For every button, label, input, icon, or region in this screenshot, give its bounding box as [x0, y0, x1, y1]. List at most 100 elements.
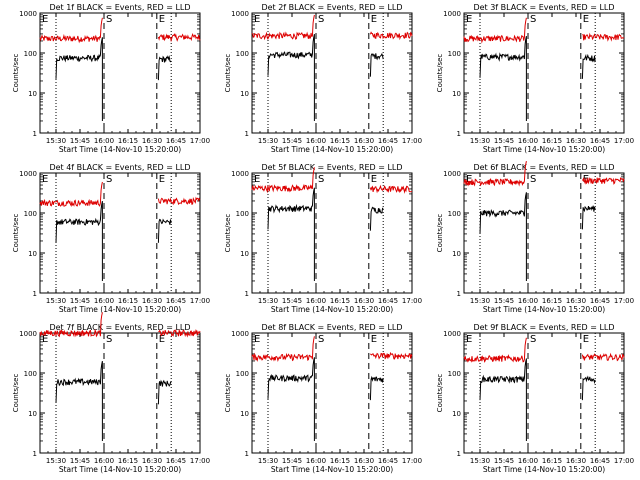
events-series-segment	[369, 206, 384, 231]
x-tick-label: 16:00	[306, 457, 326, 465]
y-tick-label: 10	[240, 410, 249, 418]
x-tick-label: 15:30	[46, 457, 66, 465]
events-series-segment	[581, 53, 596, 79]
marker-label: S	[318, 174, 324, 185]
lld-series-segment	[369, 31, 413, 41]
marker-label: E	[466, 14, 472, 25]
marker-label: E	[42, 14, 48, 25]
lld-series-segment	[581, 352, 625, 362]
y-axis-label: Counts/sec	[436, 374, 444, 413]
y-tick-label: 10	[452, 90, 461, 98]
x-tick-label: 16:00	[306, 137, 326, 145]
y-tick-label: 100	[24, 370, 37, 378]
y-tick-label: 10	[452, 250, 461, 258]
plot-frame	[463, 172, 625, 294]
plot-title: Det 2f BLACK = Events, RED = LLD	[261, 3, 402, 12]
lld-series-segment	[369, 184, 413, 194]
events-series-segment	[479, 192, 527, 281]
x-tick-label: 16:00	[94, 297, 114, 305]
y-tick-label: 1000	[231, 10, 249, 18]
y-tick-label: 1	[457, 130, 461, 138]
x-tick-label: 15:45	[282, 297, 302, 305]
plot-frame	[39, 332, 201, 454]
plot-frame	[463, 12, 625, 134]
detector-plot-9: Det 9f BLACK = Events, RED = LLD 1 10 100 10…	[436, 323, 634, 474]
marker-label: E	[466, 174, 472, 185]
x-tick-label: 16:30	[354, 457, 374, 465]
events-series-segment	[55, 361, 103, 441]
x-tick-label: 16:45	[590, 137, 610, 145]
x-tick-label: 16:45	[378, 457, 398, 465]
x-tick-label: 16:30	[142, 137, 162, 145]
x-tick-label: 15:30	[470, 137, 490, 145]
x-tick-label: 15:45	[70, 297, 90, 305]
x-tick-label: 15:45	[494, 297, 514, 305]
lld-series-segment	[251, 167, 315, 194]
y-tick-label: 1	[457, 450, 461, 458]
x-tick-label: 15:45	[282, 137, 302, 145]
x-tick-label: 16:30	[354, 137, 374, 145]
x-tick-label: 15:30	[258, 457, 278, 465]
y-tick-label: 100	[236, 50, 249, 58]
x-tick-label: 16:00	[518, 457, 538, 465]
detector-plot-7: Det 7f BLACK = Events, RED = LLD 1 10 100 10…	[12, 312, 210, 474]
x-tick-label: 15:30	[258, 297, 278, 305]
plot-title: Det 6f BLACK = Events, RED = LLD	[473, 163, 614, 172]
lld-series-segment	[581, 177, 625, 185]
x-axis-label: Start Time (14-Nov-10 15:20:00)	[483, 305, 605, 314]
y-tick-label: 1000	[19, 170, 37, 178]
x-tick-label: 15:30	[46, 297, 66, 305]
events-series-segment	[479, 36, 527, 121]
detector-plot-8: Det 8f BLACK = Events, RED = LLD 1 10 100 10…	[224, 323, 422, 474]
x-tick-label: 15:30	[470, 297, 490, 305]
plot-frame	[39, 12, 201, 134]
lld-series-segment	[39, 181, 103, 208]
marker-label: S	[530, 14, 536, 25]
x-tick-label: 16:30	[142, 457, 162, 465]
plot-frame	[251, 332, 413, 454]
lld-series-segment	[370, 351, 413, 360]
events-series-segment	[55, 201, 103, 281]
detector-plot-3: Det 3f BLACK = Events, RED = LLD 1 10 100 10…	[436, 3, 634, 154]
x-tick-label: 15:45	[282, 457, 302, 465]
marker-label: S	[106, 174, 112, 185]
y-tick-label: 10	[28, 90, 37, 98]
plot-title: Det 3f BLACK = Events, RED = LLD	[473, 3, 614, 12]
x-tick-label: 15:45	[70, 457, 90, 465]
events-series-segment	[157, 379, 172, 405]
detector-plot-1: Det 1f BLACK = Events, RED = LLD 1 10 100 10…	[12, 3, 210, 154]
marker-label: E	[371, 174, 377, 185]
marker-label: S	[318, 14, 324, 25]
detector-plot-6: Det 6f BLACK = Events, RED = LLD 1 10 100 10…	[436, 161, 634, 314]
y-tick-label: 1000	[19, 10, 37, 18]
marker-label: S	[106, 14, 112, 25]
x-tick-label: 17:00	[190, 457, 210, 465]
x-tick-label: 17:00	[402, 297, 422, 305]
x-tick-label: 15:30	[470, 457, 490, 465]
marker-label: E	[371, 14, 377, 25]
marker-label: S	[106, 334, 112, 345]
marker-label: S	[530, 334, 536, 345]
y-axis-label: Counts/sec	[224, 54, 232, 93]
x-tick-label: 16:15	[118, 457, 138, 465]
events-series-segment	[581, 205, 596, 230]
x-tick-label: 15:45	[494, 457, 514, 465]
marker-label: E	[583, 14, 589, 25]
plot-title: Det 5f BLACK = Events, RED = LLD	[261, 163, 402, 172]
y-tick-label: 1000	[19, 330, 37, 338]
lld-series-segment	[582, 32, 625, 42]
y-axis-label: Counts/sec	[436, 54, 444, 93]
y-tick-label: 1000	[231, 170, 249, 178]
x-tick-label: 16:15	[542, 137, 562, 145]
marker-label: S	[318, 334, 324, 345]
x-axis-label: Start Time (14-Nov-10 15:20:00)	[59, 145, 181, 154]
y-axis-label: Counts/sec	[12, 374, 20, 413]
events-series-segment	[267, 357, 315, 441]
plot-frame	[463, 332, 625, 454]
y-tick-label: 100	[24, 50, 37, 58]
y-axis-label: Counts/sec	[12, 54, 20, 93]
x-tick-label: 16:45	[378, 297, 398, 305]
lld-series-segment	[251, 336, 315, 362]
y-tick-label: 100	[236, 210, 249, 218]
y-tick-label: 1000	[443, 170, 461, 178]
